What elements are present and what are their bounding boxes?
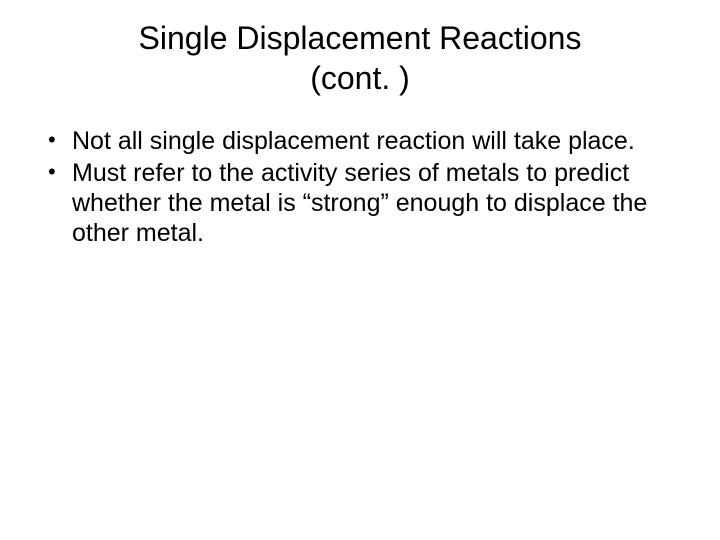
slide-title: Single Displacement Reactions (cont. ) (60, 18, 660, 98)
slide: Single Displacement Reactions (cont. ) N… (0, 0, 720, 540)
bullet-text: Not all single displacement reaction wil… (72, 127, 635, 155)
bullet-list: Not all single displacement reaction wil… (40, 126, 680, 248)
bullet-text: Must refer to the activity series of met… (72, 159, 647, 247)
list-item: Not all single displacement reaction wil… (40, 126, 680, 156)
list-item: Must refer to the activity series of met… (40, 158, 680, 248)
title-line-1: Single Displacement Reactions (139, 20, 582, 56)
slide-body: Not all single displacement reaction wil… (40, 126, 680, 248)
title-line-2: (cont. ) (310, 60, 410, 96)
